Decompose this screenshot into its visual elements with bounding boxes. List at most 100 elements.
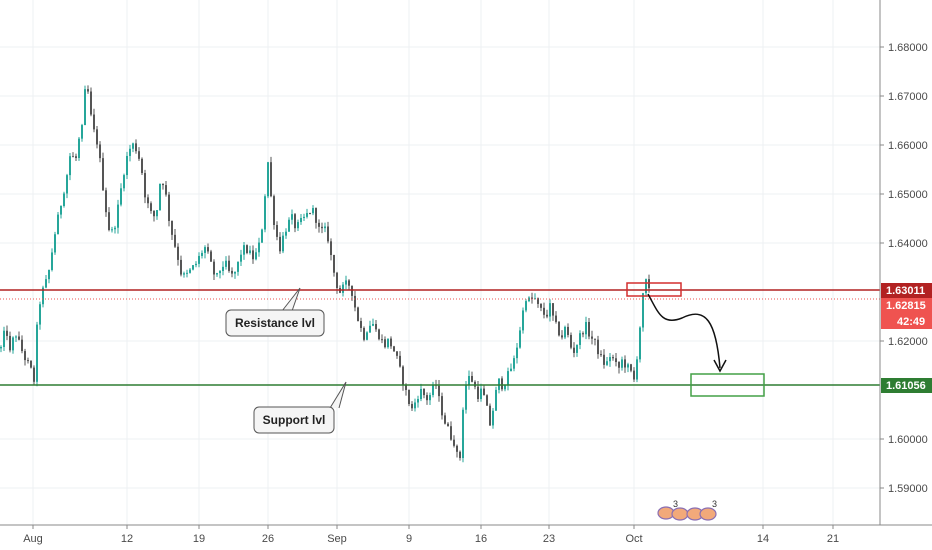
arrow-head <box>713 359 727 373</box>
candle-body <box>447 423 449 427</box>
candle-body <box>540 303 542 308</box>
candle-body <box>240 254 242 262</box>
candle-body <box>429 395 431 401</box>
candle-body <box>516 347 518 359</box>
y-tick-label: 1.65000 <box>888 189 928 201</box>
candle-body <box>105 190 107 213</box>
candle-body <box>483 388 485 396</box>
candle-body <box>267 162 269 197</box>
candle-body <box>495 389 497 411</box>
price-axis-background <box>881 0 932 525</box>
candle-body <box>195 263 197 266</box>
grid-layer <box>0 0 880 525</box>
resistance-callout-box[interactable] <box>225 309 325 337</box>
candle-body <box>411 404 413 409</box>
candle-body <box>528 297 530 302</box>
candle-body <box>258 242 260 253</box>
candle-body <box>606 361 608 365</box>
candle-body <box>525 301 527 311</box>
candle-body <box>150 203 152 211</box>
candle-body <box>393 346 395 352</box>
y-tick-label: 1.66000 <box>888 140 928 152</box>
candle-body <box>333 254 335 273</box>
price-axis-ticks: 1.68000 1.67000 1.66000 1.65000 1.64000 1.620… <box>880 42 928 495</box>
resistance-zone-box[interactable] <box>626 282 682 297</box>
candle-body <box>156 210 158 217</box>
x-tick-label: 26 <box>262 533 274 545</box>
candle-body <box>489 405 491 426</box>
price-axis[interactable]: 1.68000 1.67000 1.66000 1.65000 1.64000 1.620… <box>879 0 932 525</box>
candle-body <box>12 337 14 351</box>
candle-body <box>243 245 245 255</box>
candle-body <box>468 375 470 386</box>
candle-body <box>444 415 446 424</box>
candle-body <box>192 265 194 270</box>
candle-body <box>129 148 131 156</box>
candle-body <box>225 260 227 267</box>
candle-body <box>498 378 500 390</box>
candle-body <box>573 347 575 353</box>
candle-body <box>414 402 416 409</box>
candle-body <box>60 205 62 215</box>
event-marker-icon <box>671 507 689 521</box>
resistance-callout-label: Resistance lvl <box>235 316 315 330</box>
candle-body <box>537 298 539 304</box>
candle-body <box>114 227 116 230</box>
candle-body <box>261 229 263 243</box>
candle-body <box>549 303 551 317</box>
candle-body <box>54 234 56 253</box>
candle-body <box>201 252 203 256</box>
candle-body <box>228 260 230 271</box>
candle-body <box>111 229 113 231</box>
candle-body <box>69 156 71 176</box>
candle-body <box>30 361 32 368</box>
x-tick-label: 21 <box>827 533 839 545</box>
candle-body <box>18 336 20 340</box>
candle-body <box>345 280 347 285</box>
candle-body <box>570 334 572 348</box>
candle-body <box>39 304 41 325</box>
candle-body <box>300 218 302 223</box>
candle-body <box>633 370 635 380</box>
resistance-price-badge <box>881 283 932 298</box>
target-zone-box[interactable] <box>690 373 765 397</box>
projected-path-arrow[interactable] <box>647 293 721 369</box>
candle-body <box>453 439 455 446</box>
candle-body <box>210 251 212 262</box>
candle-body <box>597 339 599 355</box>
event-markers[interactable]: 3 3 <box>657 499 717 521</box>
candle-body <box>360 321 362 328</box>
candle-body <box>402 366 404 386</box>
time-axis[interactable]: Aug 12 19 26 Sep 9 16 23 Oct 14 21 <box>0 524 932 545</box>
candle-body <box>462 409 464 459</box>
candle-body <box>42 287 44 305</box>
x-tick-label: Sep <box>327 533 347 545</box>
candle-body <box>420 388 422 400</box>
candle-body <box>273 196 275 225</box>
event-marker-icon <box>699 507 717 521</box>
candle-body <box>501 378 503 390</box>
candle-body <box>33 367 35 382</box>
candle-body <box>291 214 293 220</box>
resistance-callout-pointer <box>281 287 301 312</box>
candle-body <box>0 346 2 349</box>
candle-body <box>255 252 257 260</box>
resistance-price-label: 1.63011 <box>886 285 925 297</box>
x-tick-label: 14 <box>757 533 769 545</box>
candle-body <box>183 273 185 275</box>
candle-body <box>198 255 200 264</box>
candle-body <box>216 273 218 275</box>
candle-body <box>66 175 68 194</box>
candle-body <box>564 326 566 338</box>
candle-body <box>627 364 629 368</box>
support-callout-pointer <box>329 381 347 409</box>
candle-body <box>372 323 374 326</box>
candle-body <box>456 445 458 452</box>
candle-body <box>162 183 164 186</box>
candle-body <box>282 235 284 252</box>
support-callout-box[interactable] <box>253 406 335 434</box>
candle-body <box>204 247 206 253</box>
candle-body <box>138 151 140 159</box>
y-tick-label: 1.59000 <box>888 483 928 495</box>
